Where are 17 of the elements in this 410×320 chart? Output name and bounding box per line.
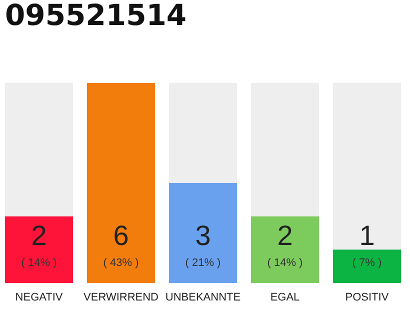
annotation: ( 21% )	[185, 257, 221, 269]
data-label: 2	[277, 220, 293, 251]
data-label: 3	[195, 220, 211, 251]
annotation: ( 14% )	[21, 257, 57, 269]
x-tick-label: NEGATIV	[15, 292, 64, 304]
x-tick-label: EGAL	[270, 292, 300, 304]
annotation: ( 14% )	[267, 257, 303, 269]
x-tick-label: VERWIRREND	[84, 292, 159, 304]
x-tick-label: UNBEKANNTE	[165, 292, 241, 304]
chart-title: 095521514	[5, 0, 187, 32]
annotation: ( 7% )	[352, 257, 382, 269]
bar	[332, 250, 401, 283]
x-tick-label: POSITIV	[345, 292, 390, 304]
annotation: ( 43% )	[103, 257, 139, 269]
data-label: 6	[113, 220, 129, 251]
data-label: 1	[359, 220, 375, 251]
data-label: 2	[31, 220, 47, 251]
